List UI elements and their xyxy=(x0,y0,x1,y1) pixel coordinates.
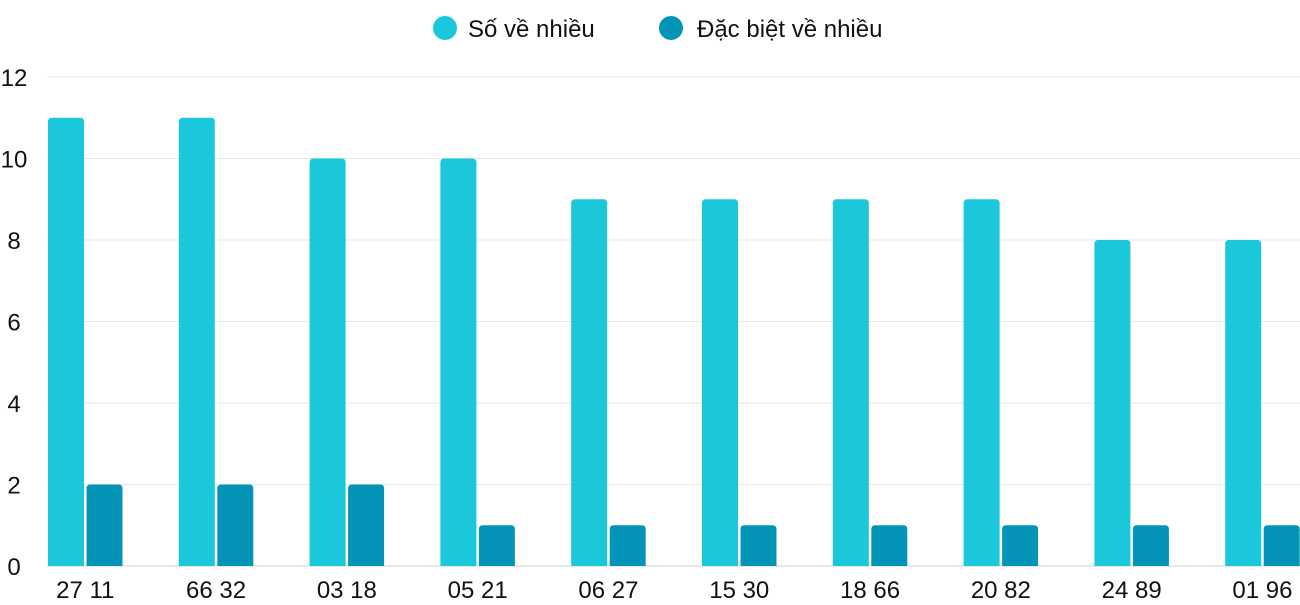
legend-marker-dac-biet-ve-nhieu xyxy=(659,16,683,40)
bar-dac-biet-ve-nhieu xyxy=(1002,525,1039,566)
bar-so-ve-nhieu xyxy=(832,199,869,566)
y-tick-label: 2 xyxy=(7,473,20,500)
x-tick-label: 66 32 xyxy=(186,577,246,600)
bar-so-ve-nhieu xyxy=(963,199,1000,566)
bar-so-ve-nhieu xyxy=(571,199,608,566)
bar-dac-biet-ve-nhieu xyxy=(871,525,908,566)
bar-dac-biet-ve-nhieu xyxy=(348,484,385,566)
bar-so-ve-nhieu xyxy=(309,158,346,566)
x-tick-label: 01 96 xyxy=(1232,577,1292,600)
bar-so-ve-nhieu xyxy=(440,158,477,566)
x-tick-label: 05 21 xyxy=(448,577,508,600)
bar-dac-biet-ve-nhieu xyxy=(1132,525,1169,566)
x-tick-label: 18 66 xyxy=(840,577,900,600)
legend-label-so-ve-nhieu: Số về nhiều xyxy=(468,16,595,43)
bar-dac-biet-ve-nhieu xyxy=(609,525,646,566)
bar-dac-biet-ve-nhieu xyxy=(86,484,123,566)
bar-so-ve-nhieu xyxy=(1225,240,1262,566)
y-tick-label: 12 xyxy=(1,65,28,92)
legend-label-dac-biet-ve-nhieu: Đặc biệt về nhiều xyxy=(697,16,882,43)
y-tick-label: 8 xyxy=(7,228,20,255)
x-tick-label: 27 11 xyxy=(56,577,114,600)
legend: Số về nhiều Đặc biệt về nhiều xyxy=(433,16,882,43)
bar-dac-biet-ve-nhieu xyxy=(478,525,515,566)
y-tick-label: 6 xyxy=(7,310,20,337)
bar-so-ve-nhieu xyxy=(178,117,215,566)
legend-marker-so-ve-nhieu xyxy=(433,16,457,40)
y-tick-label: 4 xyxy=(7,391,20,418)
x-tick-label: 06 27 xyxy=(578,577,638,600)
x-tick-label: 20 82 xyxy=(971,577,1031,600)
bar-dac-biet-ve-nhieu xyxy=(740,525,777,566)
y-tick-label: 10 xyxy=(1,147,28,174)
x-tick-label: 24 89 xyxy=(1102,577,1162,600)
x-tick-label: 03 18 xyxy=(317,577,377,600)
bar-so-ve-nhieu xyxy=(1094,240,1131,566)
x-tick-label: 15 30 xyxy=(709,577,769,600)
bar-so-ve-nhieu xyxy=(702,199,738,566)
bar-dac-biet-ve-nhieu xyxy=(1263,525,1300,566)
bar-so-ve-nhieu xyxy=(48,117,84,566)
bar-dac-biet-ve-nhieu xyxy=(217,484,254,566)
y-tick-label: 0 xyxy=(7,554,20,581)
